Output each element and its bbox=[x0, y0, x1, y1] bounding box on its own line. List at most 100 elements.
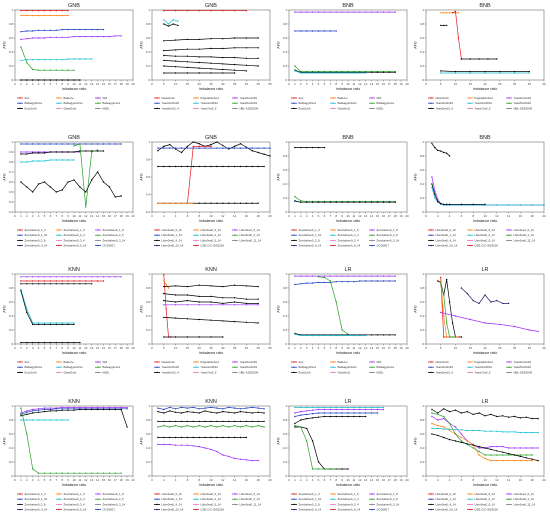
chart-title: GNB bbox=[68, 135, 80, 141]
legend-label: Yeast6vs01_4 bbox=[436, 370, 454, 374]
data-point bbox=[359, 406, 361, 409]
x-tick-label: 7 bbox=[329, 82, 331, 86]
x-tick-label: 16 bbox=[382, 214, 386, 218]
legend-marker bbox=[332, 229, 334, 231]
x-tick-label: 0 bbox=[151, 346, 153, 350]
legend-marker bbox=[508, 234, 510, 236]
data-point bbox=[222, 68, 224, 71]
legend-marker bbox=[293, 107, 295, 110]
data-point bbox=[300, 406, 302, 409]
data-point bbox=[245, 10, 248, 12]
legend-marker bbox=[469, 493, 471, 495]
data-point bbox=[251, 165, 253, 168]
data-point bbox=[537, 431, 539, 434]
legend-label: Zembahee0_1_4 bbox=[25, 228, 47, 232]
data-point bbox=[96, 150, 99, 152]
data-point bbox=[198, 412, 200, 414]
data-point bbox=[499, 323, 501, 326]
data-point bbox=[157, 407, 159, 409]
x-tick-label: 11 bbox=[78, 214, 81, 218]
plot-frame bbox=[288, 9, 408, 81]
data-point bbox=[96, 406, 99, 409]
data-point bbox=[347, 11, 349, 13]
data-point bbox=[323, 201, 326, 203]
data-point bbox=[204, 165, 206, 168]
legend-label: Lbler0ea0_11_14 bbox=[514, 238, 536, 242]
legend-marker bbox=[195, 361, 197, 363]
data-point bbox=[365, 415, 367, 418]
data-point bbox=[335, 301, 337, 303]
data-point bbox=[300, 410, 302, 413]
data-point bbox=[370, 201, 373, 203]
x-tick-label: 19 bbox=[399, 82, 403, 86]
y-tick-label: 1 bbox=[148, 8, 150, 12]
data-point bbox=[79, 406, 81, 409]
data-point bbox=[466, 292, 468, 295]
data-point bbox=[519, 455, 522, 458]
x-tick-label: 14 bbox=[370, 346, 374, 350]
data-point bbox=[198, 202, 200, 204]
data-point bbox=[353, 406, 355, 409]
data-point bbox=[67, 36, 69, 38]
y-tick-label: 0.6 bbox=[146, 432, 151, 436]
y-tick-label: 0.2 bbox=[283, 328, 288, 332]
data-point bbox=[55, 59, 57, 61]
x-tick-label: 12 bbox=[84, 346, 88, 350]
data-point bbox=[365, 334, 367, 337]
data-point bbox=[37, 323, 40, 326]
x-tick-label: 6 bbox=[187, 478, 189, 482]
data-point bbox=[431, 183, 433, 185]
data-point bbox=[440, 70, 442, 72]
data-point bbox=[323, 146, 326, 149]
y-tick-label: 0.8 bbox=[283, 286, 288, 290]
legend-marker bbox=[371, 498, 373, 500]
data-point bbox=[388, 334, 390, 336]
x-tick-label: 8 bbox=[61, 82, 63, 86]
data-point bbox=[484, 294, 486, 296]
series-line bbox=[163, 23, 179, 27]
data-point bbox=[519, 204, 522, 206]
legend-marker bbox=[293, 493, 295, 495]
x-tick-label: 14 bbox=[507, 214, 511, 218]
data-point bbox=[365, 408, 367, 411]
data-point bbox=[329, 280, 331, 282]
y-tick-label: 0.8 bbox=[9, 160, 14, 164]
data-point bbox=[451, 336, 454, 338]
x-tick-label: 20 bbox=[131, 346, 135, 350]
data-point bbox=[496, 58, 498, 60]
data-point bbox=[294, 426, 296, 428]
data-point bbox=[257, 165, 259, 168]
legend-label: Yeast7vs0_5 bbox=[201, 370, 217, 374]
chart-panel: BNB 0 0.2 0.4 0.6 0.8 1 0 2 4 6 8 10 12 14 16 18 20 Imbala… bbox=[412, 132, 549, 264]
data-point bbox=[323, 334, 326, 337]
data-point bbox=[335, 412, 337, 414]
data-point bbox=[263, 165, 265, 168]
y-tick-label: 0.8 bbox=[146, 158, 151, 162]
legend-label: Zembahee0_3_4 bbox=[338, 238, 360, 242]
data-point bbox=[496, 459, 498, 462]
data-point bbox=[251, 147, 253, 149]
x-tick-label: 3 bbox=[306, 82, 308, 86]
x-tick-label: 3 bbox=[32, 478, 34, 482]
data-point bbox=[317, 146, 320, 149]
data-point bbox=[245, 37, 248, 39]
legend-label: Zembahee0_2_4 bbox=[64, 233, 86, 237]
data-point bbox=[20, 161, 22, 163]
y-tick-label: 0.4 bbox=[420, 446, 425, 450]
data-point bbox=[460, 203, 463, 205]
data-point bbox=[228, 436, 230, 439]
legend-marker bbox=[508, 361, 510, 363]
data-point bbox=[329, 275, 331, 277]
data-point bbox=[440, 202, 442, 205]
legend-label: Lbler0ea0_4_14 bbox=[162, 238, 183, 242]
x-tick-label: 20 bbox=[405, 82, 409, 86]
data-point bbox=[169, 426, 171, 428]
data-point bbox=[186, 407, 189, 409]
data-point bbox=[169, 202, 171, 204]
x-tick-label: 17 bbox=[388, 82, 392, 86]
data-point bbox=[43, 69, 46, 71]
x-tick-label: 25 bbox=[209, 346, 213, 350]
legend-label: Zembahee0_3_14 bbox=[377, 238, 400, 242]
